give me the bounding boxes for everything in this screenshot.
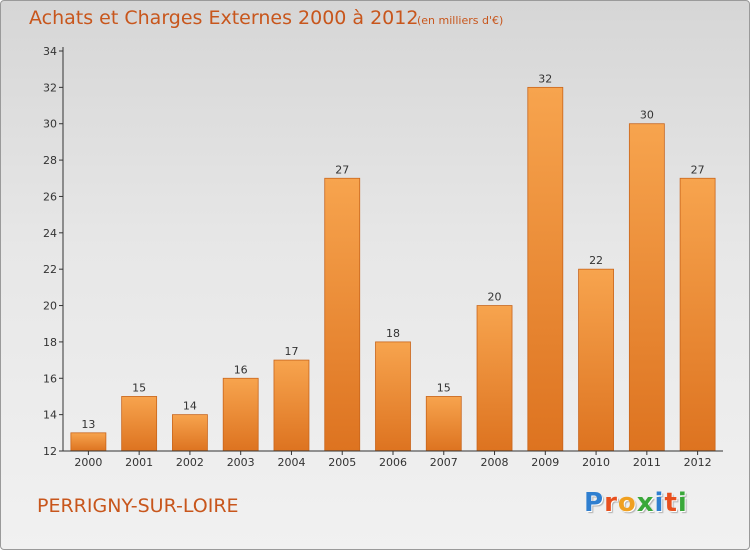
y-tick-label: 14 [43,409,57,422]
data-label-2004: 17 [284,345,298,358]
logo-letter: i [654,488,665,518]
y-tick-label: 22 [43,263,57,276]
commune-name: PERRIGNY-SUR-LOIRE [37,495,239,517]
data-label-2009: 32 [538,72,552,85]
x-tick-label-2006: 2006 [379,456,407,469]
logo-letter: i [677,488,688,518]
bar-2010 [578,268,614,452]
x-tick-label-2001: 2001 [125,456,153,469]
logo-letter: x [636,488,655,518]
data-label-2007: 15 [437,381,451,394]
chart-subtitle: (en milliers d'€) [417,14,504,27]
bar-2000 [70,432,107,452]
data-label-2010: 22 [589,254,603,267]
bar-2003 [222,377,259,452]
x-tick-label-2007: 2007 [430,456,458,469]
x-tick-label-2010: 2010 [582,456,610,469]
y-tick-label: 30 [43,118,57,131]
y-tick-label: 16 [43,372,57,385]
x-tick-label-2011: 2011 [633,456,661,469]
axes-layer: 12 14 16 18 20 22 24 26 28 30 32 34 2000 2001 2002 2003… [43,45,723,469]
logo-letter: P [584,488,605,518]
logo-letter: t [664,488,678,518]
bar-2011 [628,123,665,452]
bar-2009 [527,86,564,452]
logo-letter: r [604,488,618,518]
x-tick-label-2000: 2000 [74,456,102,469]
y-tick-label: 28 [43,154,57,167]
data-label-2008: 20 [488,291,502,304]
x-tick-label-2002: 2002 [176,456,204,469]
bar-2004 [273,359,310,452]
data-label-2003: 16 [234,363,248,376]
y-tick-label: 20 [43,300,57,313]
proxiti-logo: Proxiti [584,488,688,518]
bar-2001 [121,396,158,452]
data-label-2001: 15 [132,381,146,394]
data-label-2005: 27 [335,163,349,176]
bar-2005 [324,177,361,452]
chart-title: Achats et Charges Externes 2000 à 2012 [29,7,419,29]
y-tick-label: 12 [43,445,57,458]
data-label-2006: 18 [386,327,400,340]
bar-2006 [375,341,411,452]
data-label-2000: 13 [81,418,95,431]
y-tick-label: 32 [43,81,57,94]
x-tick-label-2004: 2004 [277,456,305,469]
x-tick-label-2008: 2008 [481,456,509,469]
y-tick-label: 34 [43,45,57,58]
x-tick-label-2009: 2009 [531,456,559,469]
y-tick-label: 24 [43,227,57,240]
y-tick-label: 26 [43,190,57,203]
data-label-2002: 14 [183,400,197,413]
x-tick-label-2005: 2005 [328,456,356,469]
bar-2002 [172,414,208,452]
logo-letter: o [617,488,637,518]
data-label-2012: 27 [691,163,705,176]
data-label-2011: 30 [640,109,654,122]
y-tick-label: 18 [43,336,57,349]
bar-2012 [679,177,716,452]
bar-2007 [425,396,462,452]
bars-layer: 13 15 14 16 17 27 18 15 20 32 22 30 27 [70,72,716,452]
x-tick-label-2003: 2003 [227,456,255,469]
bar-2008 [476,305,513,452]
x-tick-label-2012: 2012 [684,456,712,469]
